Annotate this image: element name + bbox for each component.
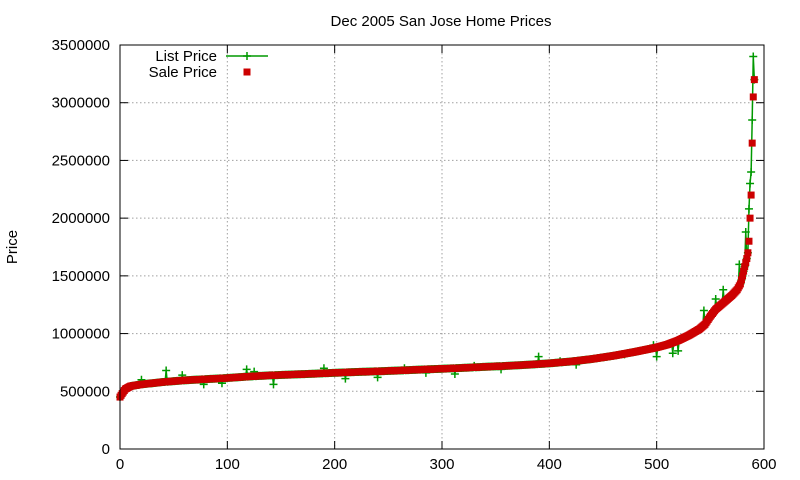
- x-tick-label: 500: [644, 456, 669, 473]
- y-tick-label: 3000000: [52, 95, 110, 112]
- y-tick-label: 3500000: [52, 37, 110, 54]
- sale-price-point: [749, 93, 757, 101]
- y-tick-label: 1000000: [52, 326, 110, 343]
- plot-frame: [119, 44, 765, 450]
- x-tick-label: 200: [322, 456, 347, 473]
- list-price-point: [749, 52, 758, 61]
- sale-price-point: [743, 255, 751, 263]
- sale-price-point: [750, 76, 758, 84]
- legend-marker-list-price: [243, 52, 251, 60]
- x-axis-ticks: 0 100 200 300 400 500 600: [116, 45, 777, 473]
- list-price-point: [748, 116, 757, 125]
- y-tick-label: 2000000: [52, 210, 110, 227]
- x-tick-label: 300: [429, 456, 454, 473]
- sale-price-point: [745, 237, 753, 245]
- sale-price-point: [736, 280, 744, 288]
- list-price-point: [242, 365, 251, 374]
- y-tick-label: 2500000: [52, 152, 110, 169]
- list-price-point: [747, 167, 756, 176]
- list-price-point: [744, 204, 753, 213]
- sale-price-point: [741, 263, 749, 271]
- y-tick-label: 500000: [60, 383, 110, 400]
- y-axis-label: Price: [4, 230, 21, 264]
- list-price-point: [269, 380, 278, 389]
- y-axis-ticks: 0 500000 1000000 1500000 2000000 2500000 30000…: [52, 37, 764, 458]
- legend-marker-sale-price: [243, 68, 251, 76]
- sale-price-point: [737, 276, 745, 284]
- list-price-point: [746, 179, 755, 188]
- chart-title: Dec 2005 San Jose Home Prices: [331, 13, 552, 30]
- sale-price-point: [744, 249, 752, 257]
- sale-price-point: [747, 191, 755, 199]
- legend-label-list-price: List Price: [155, 48, 217, 65]
- x-tick-label: 400: [537, 456, 562, 473]
- list-price-point: [534, 352, 543, 361]
- x-tick-label: 600: [751, 456, 776, 473]
- list-price-point: [719, 285, 728, 294]
- sale-price-point: [740, 267, 748, 275]
- list-price-point: [162, 366, 171, 375]
- legend: List Price Sale Price: [149, 48, 268, 81]
- list-price-point: [668, 349, 677, 358]
- sale-price-point: [739, 272, 747, 280]
- sale-price-point: [748, 139, 756, 147]
- sale-price-point: [746, 214, 754, 222]
- list-price-point: [699, 306, 708, 315]
- list-price-point: [652, 352, 661, 361]
- y-tick-label: 1500000: [52, 268, 110, 285]
- list-price-point: [741, 227, 750, 236]
- grid-lines: [120, 45, 764, 449]
- x-tick-label: 100: [215, 456, 240, 473]
- legend-label-sale-price: Sale Price: [149, 64, 217, 81]
- list-price-point: [674, 346, 683, 355]
- series-sale-price: [116, 76, 758, 401]
- sale-price-point: [742, 259, 750, 267]
- y-tick-label: 0: [102, 441, 110, 458]
- x-tick-label: 0: [116, 456, 124, 473]
- list-price-point: [711, 294, 720, 303]
